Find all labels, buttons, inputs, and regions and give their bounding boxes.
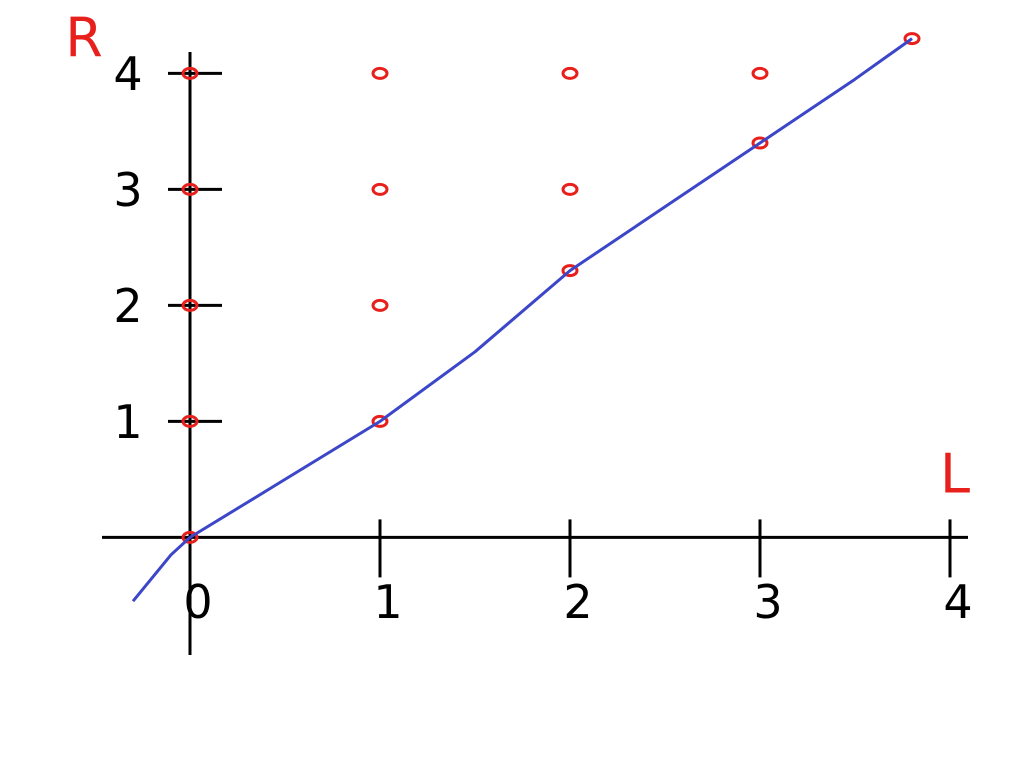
point: [181, 298, 199, 312]
point: [181, 66, 199, 80]
point: [371, 414, 389, 428]
point: [181, 182, 199, 196]
x-tick-label: 4: [943, 575, 972, 629]
x-tick-label: 0: [183, 575, 212, 629]
x-axis-title: L: [940, 443, 970, 506]
y-tick-label: 4: [113, 47, 142, 101]
point: [561, 182, 579, 196]
point: [181, 414, 199, 428]
y-axis-title: R: [65, 7, 103, 70]
curve: [131, 37, 913, 603]
x-tick-label: 1: [373, 575, 402, 629]
point: [751, 66, 769, 80]
point: [371, 182, 389, 196]
point: [751, 136, 769, 150]
y-tick-label: 3: [113, 163, 142, 217]
point: [181, 530, 199, 544]
x-tick-label: 3: [753, 575, 782, 629]
point: [371, 298, 389, 312]
y-tick-label: 1: [113, 395, 142, 449]
point: [561, 66, 579, 80]
point: [903, 32, 921, 46]
x-tick-label: 2: [563, 575, 592, 629]
point: [371, 66, 389, 80]
point: [561, 264, 579, 278]
y-tick-label: 2: [113, 279, 142, 333]
